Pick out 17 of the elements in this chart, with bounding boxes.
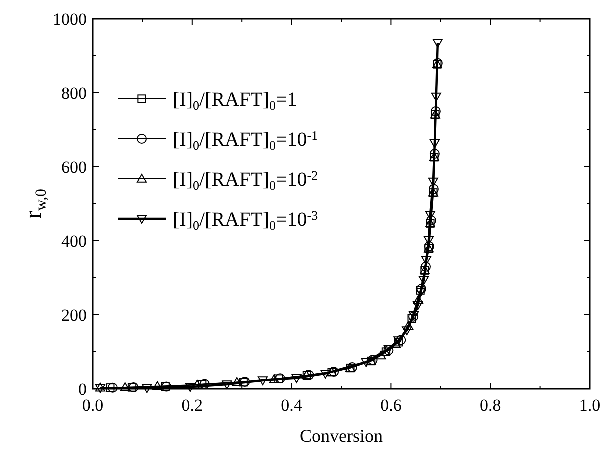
x-tick-label: 0.0 bbox=[82, 396, 104, 415]
legend-label: [I]$_{0}$/[RAFT]$_{0}$=10$^{-3}$ bbox=[173, 208, 318, 233]
y-tick-label: 200 bbox=[62, 306, 87, 325]
y-tick-label: 1000 bbox=[53, 10, 87, 29]
x-tick-label: 1.0 bbox=[579, 396, 601, 415]
x-tick-label: 0.8 bbox=[480, 396, 502, 415]
x-tick-label: 0.4 bbox=[281, 396, 303, 415]
legend-label: [I]$_{0}$/[RAFT]$_{0}$=10$^{-1}$ bbox=[173, 128, 318, 153]
legend-label: [I]$_{0}$/[RAFT]$_{0}$=10$^{-2}$ bbox=[173, 168, 318, 193]
y-tick-label: 0 bbox=[78, 380, 87, 399]
y-tick-label: 600 bbox=[62, 158, 87, 177]
y-tick-label: 400 bbox=[62, 232, 87, 251]
x-tick-label: 0.2 bbox=[182, 396, 204, 415]
legend-label: [I]$_{0}$/[RAFT]$_{0}$=1 bbox=[173, 89, 298, 113]
x-tick-label: 0.6 bbox=[380, 396, 402, 415]
y-tick-label: 800 bbox=[62, 84, 87, 103]
x-axis-title: Conversion bbox=[300, 426, 383, 446]
